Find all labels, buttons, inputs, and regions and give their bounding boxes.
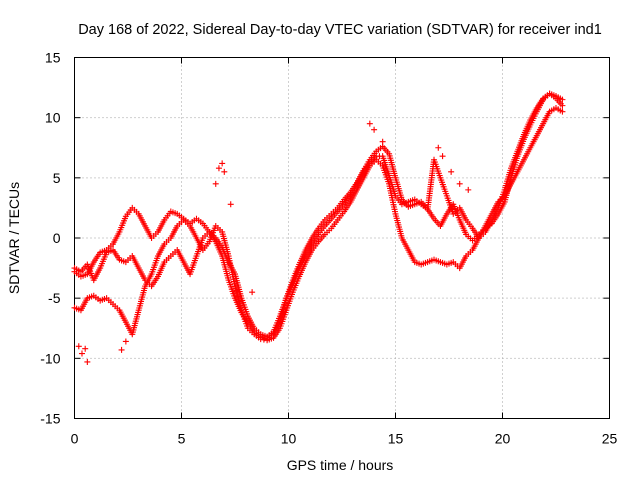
- data-point-outliers: [448, 168, 455, 175]
- data-point-outliers: [215, 165, 222, 172]
- x-axis-label: GPS time / hours: [287, 457, 394, 473]
- data-point-outliers: [221, 168, 228, 175]
- y-tick-label: 15: [45, 50, 61, 66]
- data-points: [71, 90, 566, 365]
- data-point-outliers: [212, 180, 219, 187]
- data-point-outliers: [371, 126, 378, 133]
- data-point-outliers: [379, 138, 386, 145]
- data-point-outliers: [78, 350, 85, 357]
- x-tick-label: 25: [602, 431, 618, 447]
- data-point-outliers: [435, 144, 442, 151]
- x-tick-label: 20: [495, 431, 511, 447]
- y-tick-label: -15: [40, 411, 60, 427]
- data-point-outliers: [456, 180, 463, 187]
- data-point-outliers: [249, 289, 256, 296]
- axis-ticks: 0 5 10 15 20 25 -15 -10 -5 0 5 10 15: [40, 50, 617, 447]
- y-axis-label: SDTVAR / TECUs: [6, 182, 22, 294]
- y-tick-label: -5: [48, 290, 61, 306]
- chart-title: Day 168 of 2022, Sidereal Day-to-day VTE…: [78, 22, 602, 38]
- data-point-track-a: [559, 102, 566, 109]
- data-point-outliers: [75, 343, 82, 350]
- y-tick-label: -10: [40, 350, 60, 366]
- data-point-track-c: [559, 96, 566, 103]
- x-tick-label: 5: [178, 431, 186, 447]
- data-point-outliers: [366, 120, 373, 127]
- data-point-track-b: [559, 108, 566, 115]
- x-tick-label: 15: [388, 431, 404, 447]
- x-tick-label: 0: [71, 431, 79, 447]
- data-point-outliers: [122, 338, 129, 345]
- y-tick-label: 5: [53, 170, 61, 186]
- x-tick-label: 10: [281, 431, 297, 447]
- data-point-outliers: [84, 358, 91, 365]
- data-point-outliers: [227, 201, 234, 208]
- y-tick-label: 0: [53, 230, 61, 246]
- data-point-track-b: [260, 336, 267, 343]
- grid-lines: [74, 57, 610, 419]
- data-point-outliers: [118, 346, 125, 353]
- data-point-outliers: [219, 160, 226, 167]
- y-tick-label: 10: [45, 110, 61, 126]
- data-point-outliers: [465, 186, 472, 193]
- data-point-outliers: [82, 345, 89, 352]
- data-point-outliers: [439, 153, 446, 160]
